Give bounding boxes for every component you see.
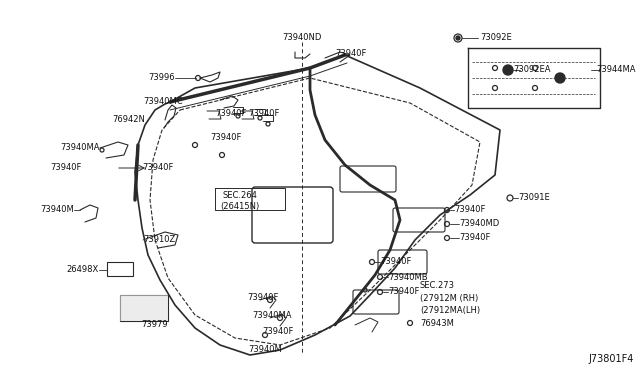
Text: 76943M: 76943M bbox=[420, 318, 454, 327]
Text: SEC.273: SEC.273 bbox=[420, 282, 455, 291]
Text: (26415N): (26415N) bbox=[220, 202, 260, 211]
Text: 73940F: 73940F bbox=[335, 49, 366, 58]
Text: (27912M (RH): (27912M (RH) bbox=[420, 294, 478, 302]
Text: (27912MA(LH): (27912MA(LH) bbox=[420, 305, 480, 314]
Text: 73940F: 73940F bbox=[380, 257, 412, 266]
Circle shape bbox=[555, 73, 565, 83]
Text: 73940F: 73940F bbox=[388, 288, 419, 296]
Text: 73940MA: 73940MA bbox=[252, 311, 291, 320]
Circle shape bbox=[456, 36, 460, 40]
Text: 73940MD: 73940MD bbox=[459, 219, 499, 228]
Text: 73940F: 73940F bbox=[454, 205, 485, 215]
Text: 73940ND: 73940ND bbox=[282, 33, 322, 42]
Text: 73940F: 73940F bbox=[210, 134, 241, 142]
Text: 76942N: 76942N bbox=[112, 115, 145, 125]
Text: 73940F: 73940F bbox=[215, 109, 246, 119]
Text: J73801F4: J73801F4 bbox=[589, 354, 634, 364]
Text: 73940F: 73940F bbox=[142, 164, 173, 173]
Bar bbox=[120, 295, 168, 321]
Text: SEC.264: SEC.264 bbox=[223, 190, 257, 199]
Text: 26498X: 26498X bbox=[67, 266, 99, 275]
Text: 73940MB: 73940MB bbox=[388, 273, 428, 282]
Bar bbox=[120, 295, 168, 321]
Text: 73940M: 73940M bbox=[40, 205, 74, 215]
Text: 73996: 73996 bbox=[148, 74, 175, 83]
Bar bbox=[107, 262, 133, 276]
Circle shape bbox=[503, 65, 513, 75]
Text: 73910Z: 73910Z bbox=[143, 235, 175, 244]
Text: 73979: 73979 bbox=[141, 320, 168, 329]
Text: 73092E: 73092E bbox=[480, 33, 512, 42]
Text: 73944MA: 73944MA bbox=[596, 65, 636, 74]
Text: 73940F: 73940F bbox=[51, 164, 82, 173]
Text: 73940F: 73940F bbox=[262, 327, 293, 336]
Text: 73940M: 73940M bbox=[248, 346, 282, 355]
Text: 73091E: 73091E bbox=[518, 193, 550, 202]
Text: 73940F: 73940F bbox=[247, 294, 278, 302]
Text: 73092EA: 73092EA bbox=[513, 65, 550, 74]
Text: 73940F: 73940F bbox=[459, 234, 490, 243]
Text: 73940F: 73940F bbox=[248, 109, 280, 119]
Text: 73940MC: 73940MC bbox=[143, 97, 183, 106]
Text: 73940MA: 73940MA bbox=[61, 144, 100, 153]
